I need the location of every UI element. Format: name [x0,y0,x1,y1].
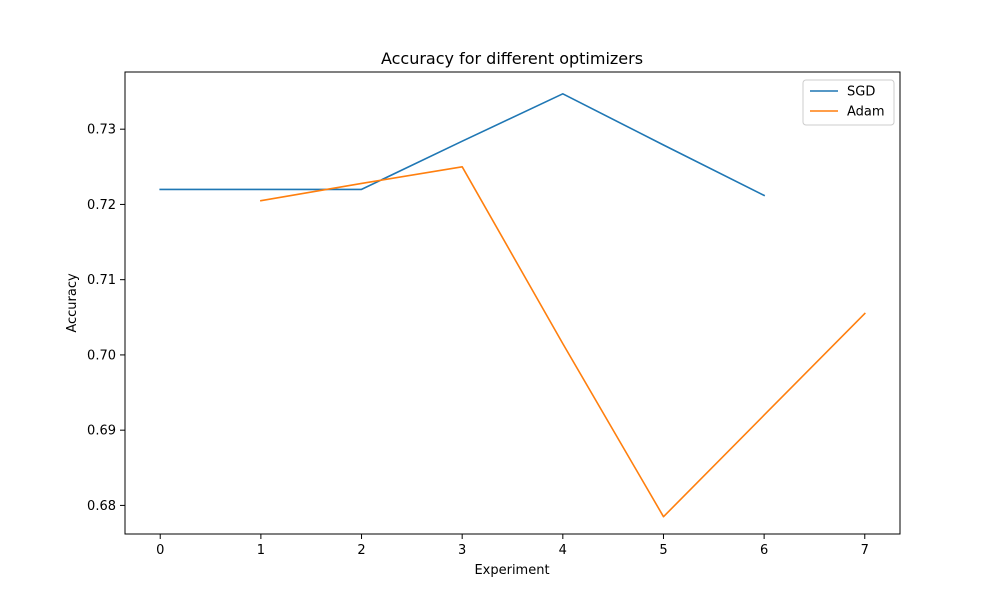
x-tick-label: 5 [659,543,667,558]
x-tick-label: 6 [760,543,768,558]
plot-area [124,71,901,535]
y-tick-label: 0.68 [87,499,116,514]
y-tick-label: 0.71 [87,273,116,288]
series-layer [159,93,866,518]
legend-label-adam: Adam [847,105,885,120]
y-tick-label: 0.70 [87,348,116,363]
y-axis: 0.68 0.69 0.70 0.71 0.72 0.73 [87,123,125,514]
x-axis-label: Experiment [474,563,549,578]
y-axis-label: Accuracy [65,273,80,333]
x-tick-label: 4 [559,543,567,558]
series-line-sgd [159,93,766,197]
series-line-adam [259,166,866,518]
legend: SGD Adam [802,79,895,126]
y-tick-label: 0.69 [87,424,116,439]
x-tick-label: 7 [861,543,869,558]
x-tick-label: 3 [458,543,466,558]
x-tick-label: 2 [357,543,365,558]
plot-frame [124,71,901,535]
x-axis: 0 1 2 3 4 5 6 7 [156,534,869,558]
y-tick-label: 0.72 [87,198,116,213]
x-tick-label: 1 [257,543,265,558]
chart-title: Accuracy for different optimizers [381,49,643,68]
y-tick-label: 0.73 [87,123,116,138]
legend-label-sgd: SGD [847,85,875,100]
x-tick-label: 0 [156,543,164,558]
